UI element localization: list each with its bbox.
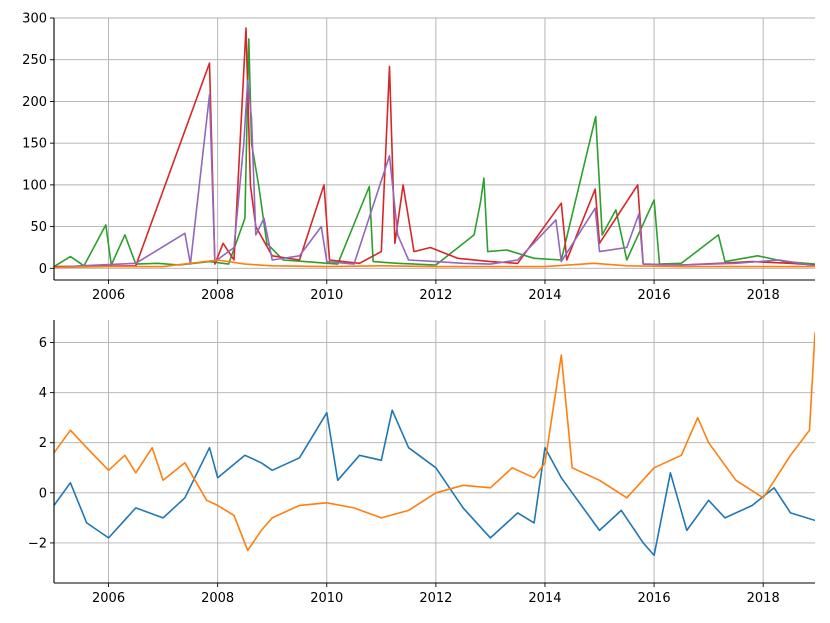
y-tick-label: 200 [22,95,47,110]
gridlines [54,320,815,583]
series-line-4 [54,259,815,269]
series-line-1 [54,38,815,268]
y-tick-label: 250 [22,53,47,68]
y-tick-label: −2 [28,536,47,551]
x-tick-label: 2008 [201,288,234,303]
x-tick-label: 2012 [419,591,452,606]
series-group [54,27,815,269]
series-line-3 [54,79,815,269]
x-tick-label: 2018 [747,591,780,606]
y-tick-label: 300 [22,12,47,27]
series-line-2 [54,27,815,268]
x-tick-label: 2010 [310,288,343,303]
series-line-2 [54,332,815,552]
series-group [54,332,815,557]
x-tick-label: 2014 [528,288,561,303]
y-tick-label: 100 [22,178,47,193]
gridlines [54,17,815,280]
y-tick-label: 4 [39,386,47,401]
x-tick-label: 2016 [638,288,671,303]
x-tick-label: 2012 [419,288,452,303]
x-tick-label: 2010 [310,591,343,606]
y-tick-label: 50 [30,220,47,235]
y-tick-label: 2 [39,436,47,451]
x-tick-label: 2016 [638,591,671,606]
x-tick-label: 2006 [92,288,125,303]
y-tick-label: 0 [39,486,47,501]
x-tick-label: 2006 [92,591,125,606]
bottom-panel: 2006 2008 2010 2012 2014 2016 2018 −2 0 2 4 6 [28,320,815,606]
y-tick-label: 0 [39,262,47,277]
y-tick-label: 150 [22,137,47,152]
x-tick-label: 2008 [201,591,234,606]
top-panel: 2006 2008 2010 2012 2014 2016 2018 0 50 100 150 200… [22,12,815,303]
x-tick-label: 2014 [528,591,561,606]
series-line-1 [54,409,815,557]
y-tick-label: 6 [39,336,47,351]
x-tick-label: 2018 [747,288,780,303]
